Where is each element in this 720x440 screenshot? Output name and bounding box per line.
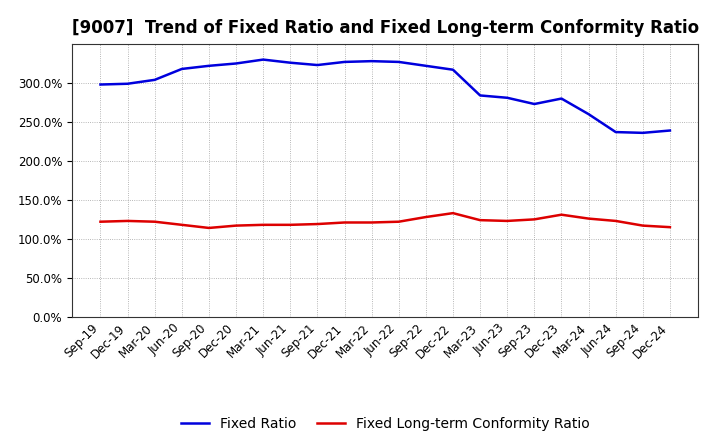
Fixed Long-term Conformity Ratio — [232, 223, 240, 228]
Fixed Ratio — [476, 93, 485, 98]
Fixed Ratio — [584, 111, 593, 117]
Fixed Ratio — [96, 82, 105, 87]
Fixed Long-term Conformity Ratio — [665, 224, 674, 230]
Fixed Ratio — [204, 63, 213, 69]
Fixed Long-term Conformity Ratio — [204, 225, 213, 231]
Fixed Ratio — [341, 59, 349, 65]
Fixed Ratio — [421, 63, 430, 69]
Title: [9007]  Trend of Fixed Ratio and Fixed Long-term Conformity Ratio: [9007] Trend of Fixed Ratio and Fixed Lo… — [71, 19, 699, 37]
Fixed Ratio — [449, 67, 457, 72]
Fixed Ratio — [639, 130, 647, 136]
Fixed Ratio — [178, 66, 186, 72]
Fixed Long-term Conformity Ratio — [584, 216, 593, 221]
Fixed Long-term Conformity Ratio — [178, 222, 186, 227]
Fixed Ratio — [123, 81, 132, 86]
Fixed Ratio — [611, 129, 620, 135]
Fixed Ratio — [367, 59, 376, 64]
Legend: Fixed Ratio, Fixed Long-term Conformity Ratio: Fixed Ratio, Fixed Long-term Conformity … — [175, 411, 595, 436]
Fixed Long-term Conformity Ratio — [150, 219, 159, 224]
Fixed Long-term Conformity Ratio — [96, 219, 105, 224]
Fixed Long-term Conformity Ratio — [421, 214, 430, 220]
Fixed Ratio — [530, 101, 539, 106]
Fixed Ratio — [503, 95, 511, 100]
Fixed Long-term Conformity Ratio — [395, 219, 403, 224]
Fixed Ratio — [232, 61, 240, 66]
Fixed Long-term Conformity Ratio — [449, 210, 457, 216]
Fixed Long-term Conformity Ratio — [557, 212, 566, 217]
Line: Fixed Long-term Conformity Ratio: Fixed Long-term Conformity Ratio — [101, 213, 670, 228]
Fixed Long-term Conformity Ratio — [313, 221, 322, 227]
Fixed Long-term Conformity Ratio — [611, 218, 620, 224]
Fixed Ratio — [259, 57, 268, 62]
Fixed Ratio — [313, 62, 322, 68]
Line: Fixed Ratio: Fixed Ratio — [101, 59, 670, 133]
Fixed Ratio — [557, 96, 566, 101]
Fixed Long-term Conformity Ratio — [503, 218, 511, 224]
Fixed Ratio — [286, 60, 294, 66]
Fixed Long-term Conformity Ratio — [341, 220, 349, 225]
Fixed Long-term Conformity Ratio — [476, 217, 485, 223]
Fixed Long-term Conformity Ratio — [259, 222, 268, 227]
Fixed Long-term Conformity Ratio — [367, 220, 376, 225]
Fixed Long-term Conformity Ratio — [286, 222, 294, 227]
Fixed Ratio — [665, 128, 674, 133]
Fixed Long-term Conformity Ratio — [123, 218, 132, 224]
Fixed Long-term Conformity Ratio — [639, 223, 647, 228]
Fixed Ratio — [395, 59, 403, 65]
Fixed Long-term Conformity Ratio — [530, 217, 539, 222]
Fixed Ratio — [150, 77, 159, 82]
